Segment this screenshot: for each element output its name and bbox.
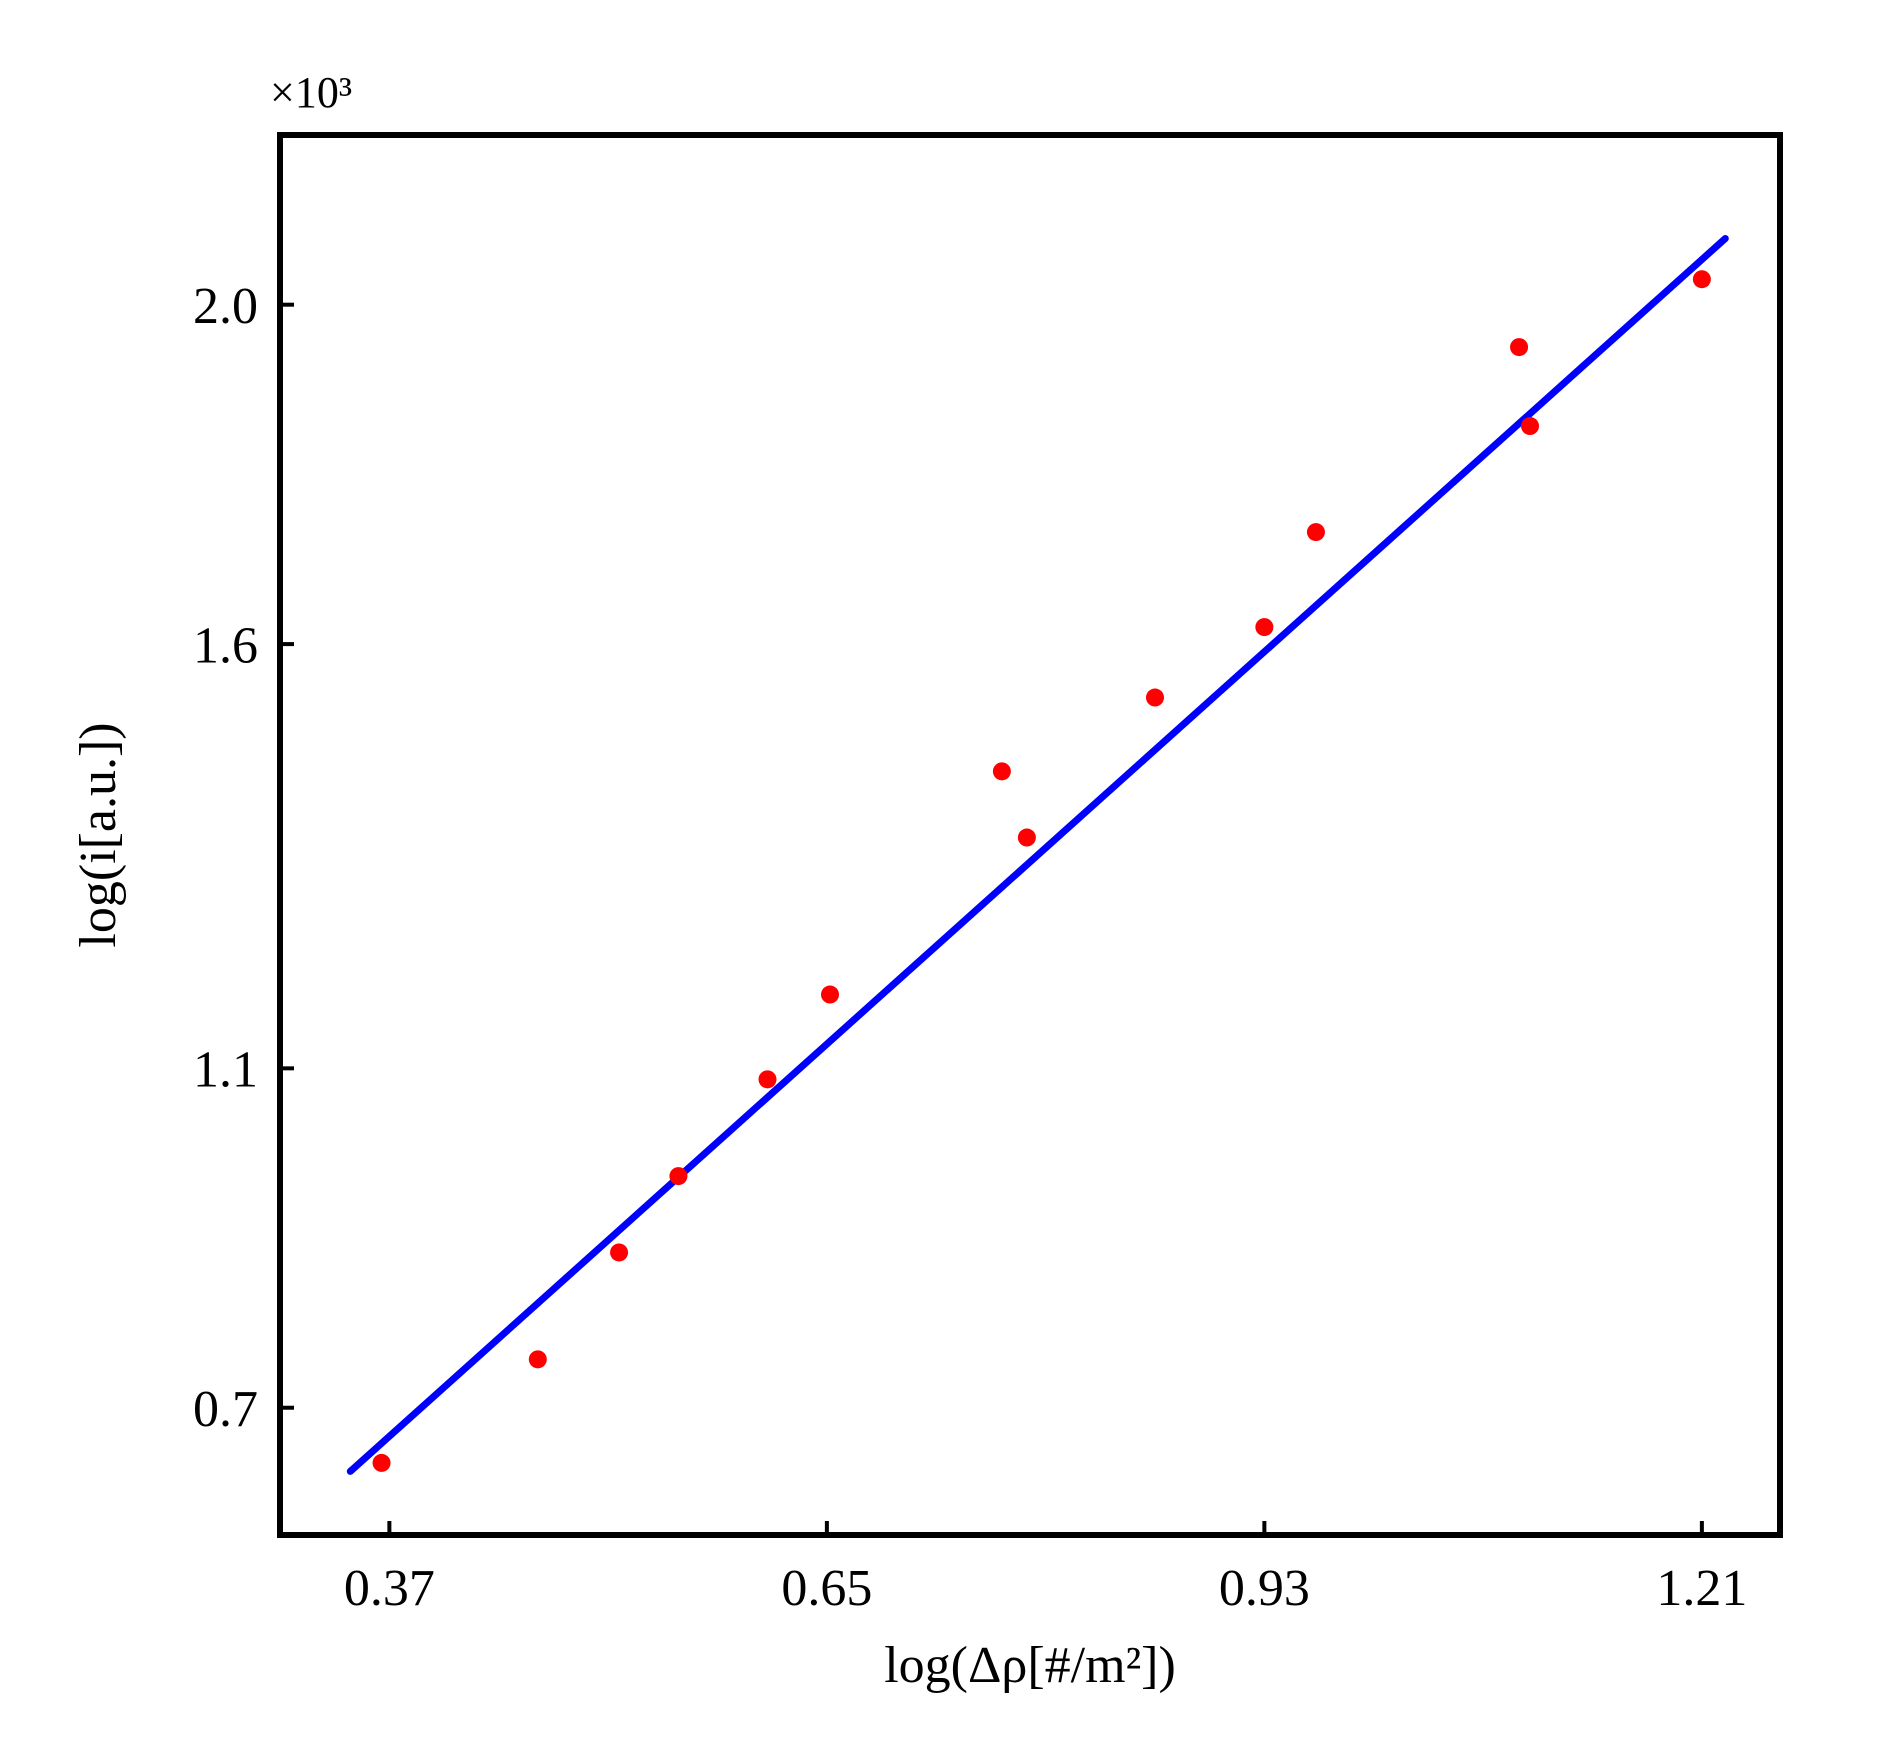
x-tick-label: 0.93 xyxy=(1219,1560,1310,1617)
chart-container: 0.37 0.65 0.93 1.21 0.7 1.1 1.6 2.0 ×10³ log(Δρ[#… xyxy=(0,0,1891,1746)
scatter-point xyxy=(1018,829,1036,847)
scatter-point xyxy=(993,762,1011,780)
y-tick-label: 1.6 xyxy=(193,617,258,674)
y-axis-label: log(i[a.u.]) xyxy=(70,722,127,947)
scatter-point xyxy=(529,1350,547,1368)
scatter-point xyxy=(1307,523,1325,541)
y-tick-label: 0.7 xyxy=(193,1381,258,1438)
scatter-chart: 0.37 0.65 0.93 1.21 0.7 1.1 1.6 2.0 ×10³ log(Δρ[#… xyxy=(0,0,1891,1746)
y-tick-label: 2.0 xyxy=(193,278,258,335)
scatter-point xyxy=(821,986,839,1004)
scatter-point xyxy=(1510,338,1528,356)
x-tick-label: 0.65 xyxy=(781,1560,872,1617)
scatter-point xyxy=(759,1070,777,1088)
scatter-point xyxy=(1693,270,1711,288)
y-tick-label: 1.1 xyxy=(193,1042,258,1099)
scatter-point xyxy=(610,1243,628,1261)
y-exponent-label: ×10³ xyxy=(270,68,352,117)
x-tick-label: 0.37 xyxy=(344,1560,435,1617)
scatter-point xyxy=(1521,417,1539,435)
chart-background xyxy=(0,0,1891,1746)
x-axis-label: log(Δρ[#/m²]) xyxy=(884,1637,1176,1694)
scatter-point xyxy=(1146,689,1164,707)
x-tick-label: 1.21 xyxy=(1656,1560,1747,1617)
scatter-point xyxy=(669,1167,687,1185)
scatter-point xyxy=(373,1454,391,1472)
scatter-point xyxy=(1255,618,1273,636)
